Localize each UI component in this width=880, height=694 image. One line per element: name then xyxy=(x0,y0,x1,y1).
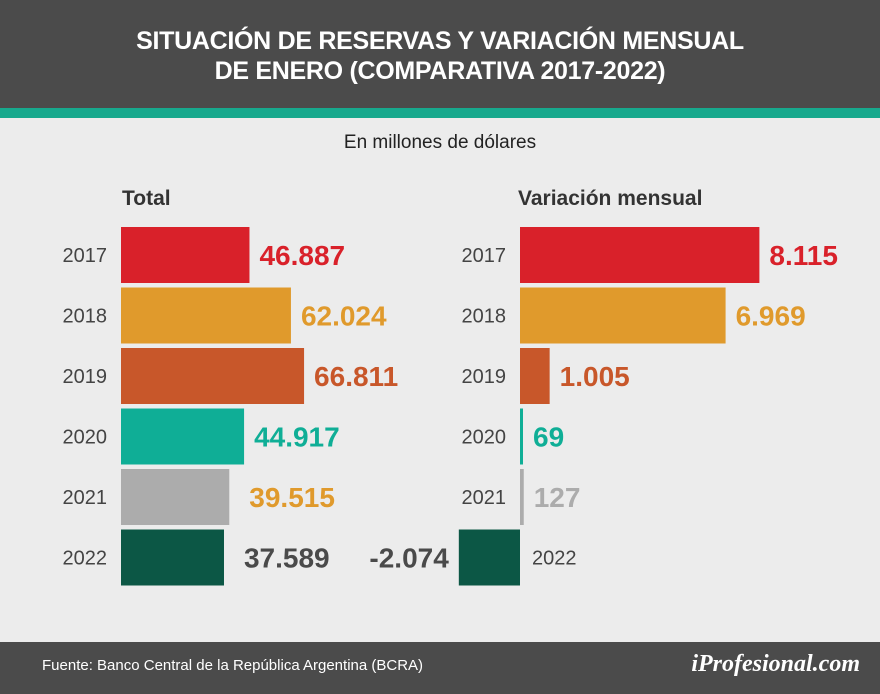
variation-bar-2019 xyxy=(520,348,550,404)
total-bar-2021 xyxy=(121,469,230,525)
total-category-2018: 2018 xyxy=(63,306,108,328)
total-bar-2018 xyxy=(121,287,291,344)
total-category-2022: 2022 xyxy=(63,548,108,570)
variation-category-2019: 2019 xyxy=(462,366,507,388)
total-value-label-2018: 62.024 xyxy=(301,301,387,332)
variation-bar-2018 xyxy=(520,287,726,344)
variation-value-label-2017: 8.115 xyxy=(769,240,838,271)
total-value-label-2021: 39.515 xyxy=(249,482,335,513)
total-value-label-2022: 37.589 xyxy=(244,543,330,574)
total-value-label-2017: 46.887 xyxy=(259,240,345,271)
variation-category-2018: 2018 xyxy=(462,306,507,328)
header-bar xyxy=(0,0,880,108)
source-note: Fuente: Banco Central de la República Ar… xyxy=(42,657,424,674)
variation-bar-2017 xyxy=(520,227,760,283)
variation-category-2021: 2021 xyxy=(462,487,507,509)
total-category-2017: 2017 xyxy=(63,245,108,267)
variation-value-label-2020: 69 xyxy=(533,422,564,453)
variation-value-label-2021: 127 xyxy=(534,482,581,513)
total-bar-2020 xyxy=(121,408,245,465)
variation-panel-title: Variación mensual xyxy=(518,187,703,210)
brand-logo: iProfesional.com xyxy=(691,651,860,677)
variation-category-2020: 2020 xyxy=(462,427,507,449)
variation-bar-2021 xyxy=(520,469,524,525)
variation-bar-2022 xyxy=(458,529,520,586)
total-bar-2017 xyxy=(121,227,250,283)
total-value-label-2020: 44.917 xyxy=(254,422,340,453)
accent-stripe xyxy=(0,108,880,118)
total-category-2019: 2019 xyxy=(63,366,108,388)
variation-value-label-2022: -2.074 xyxy=(369,543,449,574)
page-title: SITUACIÓN DE RESERVAS Y VARIACIÓN MENSUA… xyxy=(0,26,880,86)
title-line-1: SITUACIÓN DE RESERVAS Y VARIACIÓN MENSUA… xyxy=(136,27,744,55)
variation-category-2022: 2022 xyxy=(532,548,577,570)
total-category-2020: 2020 xyxy=(63,427,108,449)
variation-category-2017: 2017 xyxy=(462,245,507,267)
total-category-2021: 2021 xyxy=(63,487,108,509)
total-bar-2022 xyxy=(121,529,224,586)
variation-bar-2020 xyxy=(520,408,523,465)
total-panel-title: Total xyxy=(122,187,171,210)
title-line-2: DE ENERO (COMPARATIVA 2017-2022) xyxy=(214,57,666,85)
variation-value-label-2019: 1.005 xyxy=(560,361,630,392)
variation-value-label-2018: 6.969 xyxy=(736,301,806,332)
footer-bar xyxy=(0,642,880,694)
total-value-label-2019: 66.811 xyxy=(314,361,398,392)
total-bar-2019 xyxy=(121,348,305,404)
units-subtitle: En millones de dólares xyxy=(343,132,537,153)
